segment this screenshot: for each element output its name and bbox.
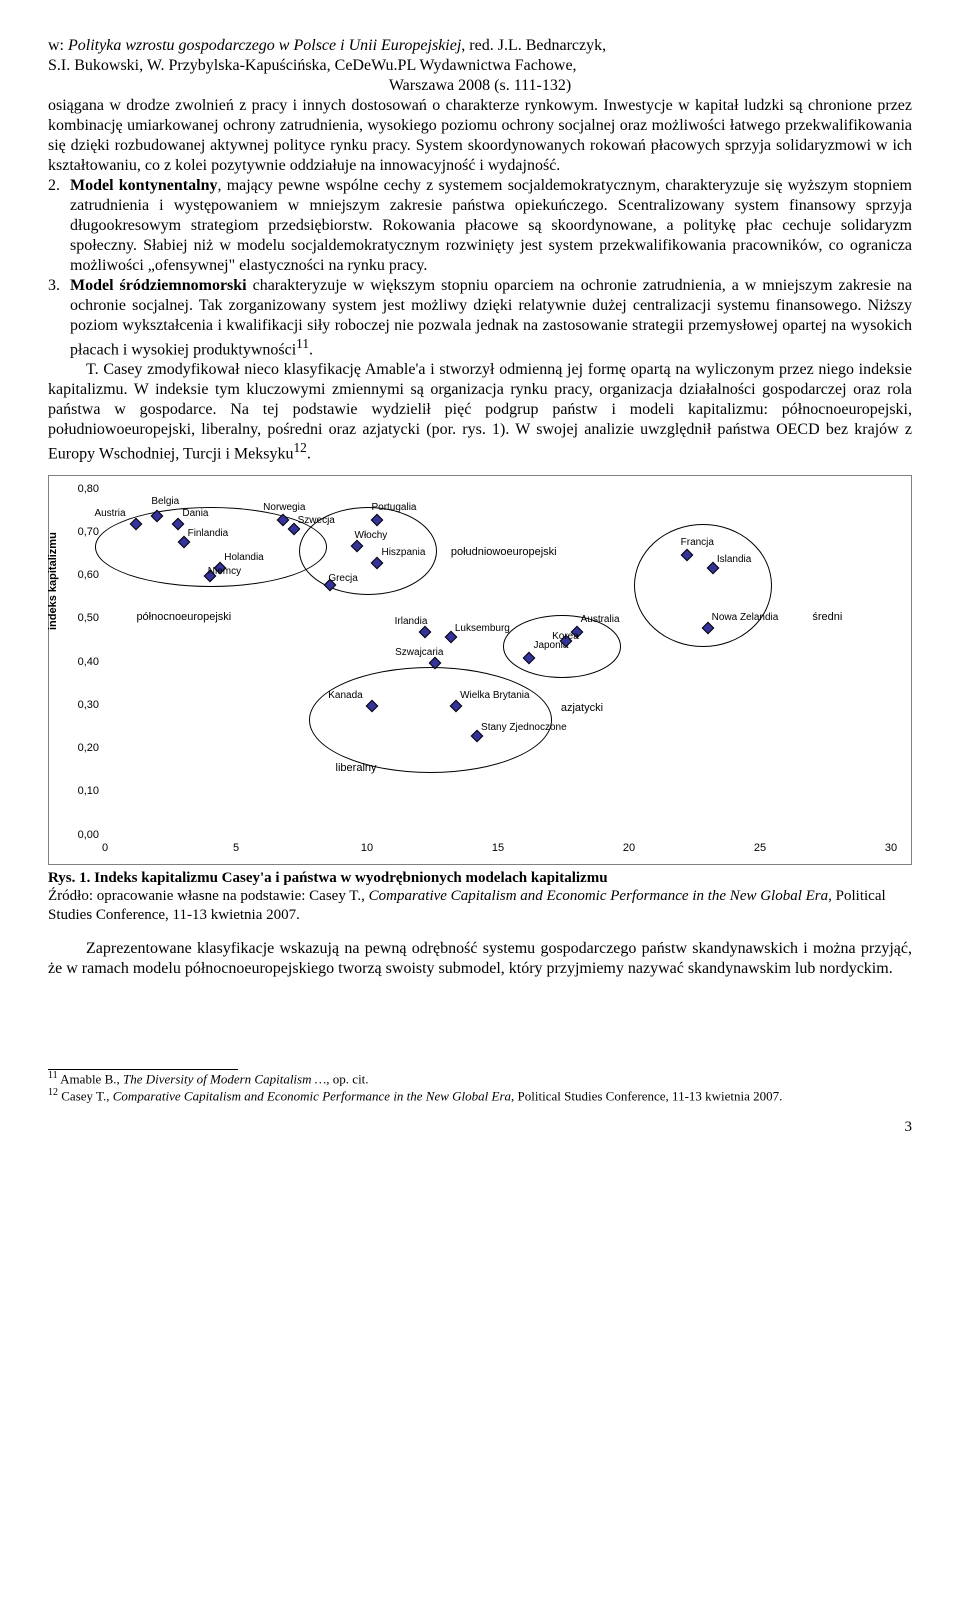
data-point-label: Kanada	[328, 690, 362, 703]
data-point-label: Korea	[552, 631, 579, 644]
group-label: średni	[812, 611, 842, 625]
source-ital: Comparative Capitalism and Economic Perf…	[369, 888, 829, 904]
footnote-ref-11: 11	[296, 336, 309, 351]
y-tick: 0,00	[67, 829, 99, 843]
figure-source: Źródło: opracowanie własne na podstawie:…	[48, 887, 912, 925]
y-tick: 0,30	[67, 699, 99, 713]
data-point-label: Nowa Zelandia	[712, 612, 779, 625]
data-point-label: Finlandia	[188, 528, 229, 541]
data-point-label: Hiszpania	[381, 547, 425, 560]
data-point-label: Francja	[681, 537, 714, 550]
x-tick: 15	[492, 842, 504, 856]
y-tick: 0,50	[67, 613, 99, 627]
y-tick: 0,20	[67, 742, 99, 756]
fn11-ital: The Diversity of Modern Capitalism …,	[123, 1071, 333, 1086]
data-point-label: Islandia	[717, 554, 751, 567]
list-text-3: Model śródziemnomorski charakteryzuje w …	[70, 276, 912, 360]
data-point-label: Szwajcaria	[395, 647, 443, 660]
header-title-ital: Polityka wzrostu gospodarczego w Polsce …	[68, 37, 461, 54]
group-label: liberalny	[336, 762, 377, 776]
caption-text: Rys. 1. Indeks kapitalizmu Casey'a i pań…	[48, 870, 608, 886]
lead-paragraph: osiągana w drodze zwolnień z pracy i inn…	[48, 96, 912, 176]
data-point-label: Niemcy	[208, 566, 241, 579]
item2-bold: Model kontynentalny	[70, 177, 217, 194]
y-axis-label: indeks kapitalizmu	[47, 532, 61, 630]
group-label: azjatycki	[561, 702, 603, 716]
x-tick: 20	[623, 842, 635, 856]
para2-tail: .	[307, 446, 311, 463]
list-number-2: 2.	[48, 176, 70, 276]
header-line-1: w: Polityka wzrostu gospodarczego w Pols…	[48, 36, 912, 56]
x-tick: 0	[102, 842, 108, 856]
data-point-label: Dania	[182, 508, 208, 521]
header-pre: w:	[48, 37, 68, 54]
data-point-label: Norwegia	[263, 502, 305, 515]
footnote-ref-12: 12	[293, 440, 306, 455]
y-tick: 0,80	[67, 483, 99, 497]
source-pre: Źródło: opracowanie własne na podstawie:…	[48, 888, 369, 904]
x-tick: 30	[885, 842, 897, 856]
footnote-11: 11 Amable B., The Diversity of Modern Ca…	[48, 1070, 912, 1087]
header-line-3: Warszawa 2008 (s. 111-132)	[48, 76, 912, 96]
list-item-3: 3. Model śródziemnomorski charakteryzuje…	[48, 276, 912, 360]
item3-bold: Model śródziemnomorski	[70, 277, 247, 294]
list-text-2: Model kontynentalny, mający pewne wspóln…	[70, 176, 912, 276]
fn12-pre: Casey T.,	[58, 1088, 113, 1103]
data-point-label: Szwecja	[298, 515, 335, 528]
data-point-label: Irlandia	[395, 616, 428, 629]
list-number-3: 3.	[48, 276, 70, 360]
header-line-2: S.I. Bukowski, W. Przybylska-Kapuścińska…	[48, 56, 912, 76]
data-point-label: Luksemburg	[455, 623, 510, 636]
chart-plot-area: 0,000,100,200,300,400,500,600,700,800510…	[105, 490, 891, 836]
group-label: północnoeuropejski	[136, 611, 231, 625]
fn12-post: , Political Studies Conference, 11-13 kw…	[511, 1088, 782, 1103]
y-tick: 0,70	[67, 526, 99, 540]
fn12-num: 12	[48, 1087, 58, 1098]
fn12-ital: Comparative Capitalism and Economic Perf…	[113, 1088, 511, 1103]
data-point-label: Australia	[581, 614, 620, 627]
x-tick: 10	[361, 842, 373, 856]
data-point-label: Austria	[94, 508, 125, 521]
data-point-label: Holandia	[224, 552, 263, 565]
data-point-label: Wielka Brytania	[460, 690, 529, 703]
x-tick: 25	[754, 842, 766, 856]
data-point-label: Grecja	[328, 573, 357, 586]
page-number: 3	[48, 1118, 912, 1137]
x-tick: 5	[233, 842, 239, 856]
data-point-label: Belgia	[151, 496, 179, 509]
data-point-label: Stany Zjednoczone	[481, 722, 567, 735]
y-tick: 0,40	[67, 656, 99, 670]
para2-text: T. Casey zmodyfikował nieco klasyfikację…	[48, 361, 912, 462]
chart-container: indeks kapitalizmu 0,000,100,200,300,400…	[48, 475, 912, 865]
figure-caption: Rys. 1. Indeks kapitalizmu Casey'a i pań…	[48, 869, 912, 888]
list-item-2: 2. Model kontynentalny, mający pewne wsp…	[48, 176, 912, 276]
y-tick: 0,10	[67, 786, 99, 800]
item3-tail: .	[309, 341, 313, 358]
closing-paragraph: Zaprezentowane klasyfikacje wskazują na …	[48, 939, 912, 979]
data-point-label: Portugalia	[371, 502, 416, 515]
fn11-post: op. cit.	[333, 1071, 369, 1086]
y-tick: 0,60	[67, 569, 99, 583]
header-post: , red. J.L. Bednarczyk,	[461, 37, 606, 54]
cluster-ellipse	[309, 667, 552, 773]
group-label: południowoeuropejski	[451, 546, 557, 560]
paragraph-casey: T. Casey zmodyfikował nieco klasyfikację…	[48, 360, 912, 464]
footnote-12: 12 Casey T., Comparative Capitalism and …	[48, 1087, 912, 1104]
data-point-label: Włochy	[355, 530, 388, 543]
fn11-num: 11	[48, 1070, 58, 1081]
fn11-pre: Amable B.,	[58, 1071, 123, 1086]
header-block: w: Polityka wzrostu gospodarczego w Pols…	[48, 36, 912, 96]
